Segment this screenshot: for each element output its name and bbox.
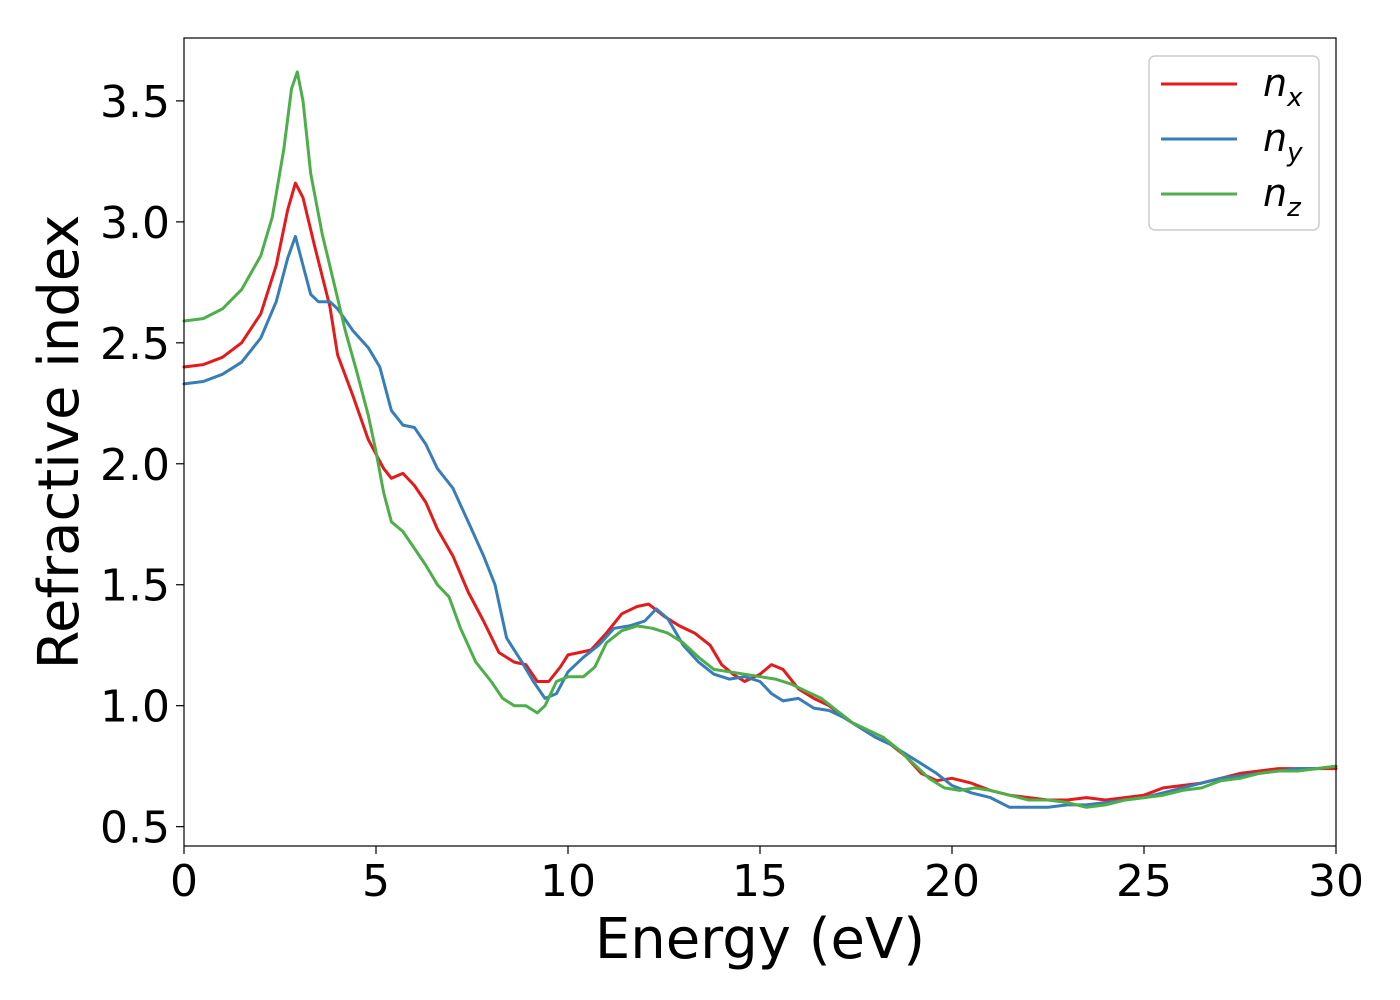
legend-label-nz: nz xyxy=(1263,171,1302,223)
y-tick-label: 1.0 xyxy=(100,682,170,733)
y-tick-label: 2.0 xyxy=(100,440,170,491)
y-tick-label: 3.5 xyxy=(100,77,170,128)
legend-label-ny: ny xyxy=(1263,116,1303,168)
y-axis-label: Refractive index xyxy=(27,215,92,670)
y-tick-label: 2.5 xyxy=(100,319,170,370)
x-tick-label: 30 xyxy=(1308,856,1364,907)
x-tick-label: 25 xyxy=(1116,856,1172,907)
y-tick-label: 0.5 xyxy=(100,803,170,854)
y-tick-label: 1.5 xyxy=(100,561,170,612)
series-line-nz xyxy=(182,70,1338,809)
series-line-nx xyxy=(182,181,1338,802)
series-layer xyxy=(182,70,1338,809)
legend-box xyxy=(1148,55,1320,231)
x-tick-label: 15 xyxy=(732,856,788,907)
x-tick-label: 0 xyxy=(170,856,198,907)
x-axis-label: Energy (eV) xyxy=(595,907,925,972)
legend-label-nx: nx xyxy=(1263,61,1303,113)
x-tick-label: 10 xyxy=(540,856,596,907)
y-tick-label: 3.0 xyxy=(100,198,170,249)
x-tick-label: 20 xyxy=(924,856,980,907)
x-axis: 0 5 10 15 20 25 30 xyxy=(170,846,1364,907)
plot-area xyxy=(184,38,1336,846)
x-tick-label: 5 xyxy=(362,856,390,907)
series-line-ny xyxy=(182,234,1338,809)
y-axis: 0.5 1.0 1.5 2.0 2.5 3.0 3.5 xyxy=(100,77,184,854)
